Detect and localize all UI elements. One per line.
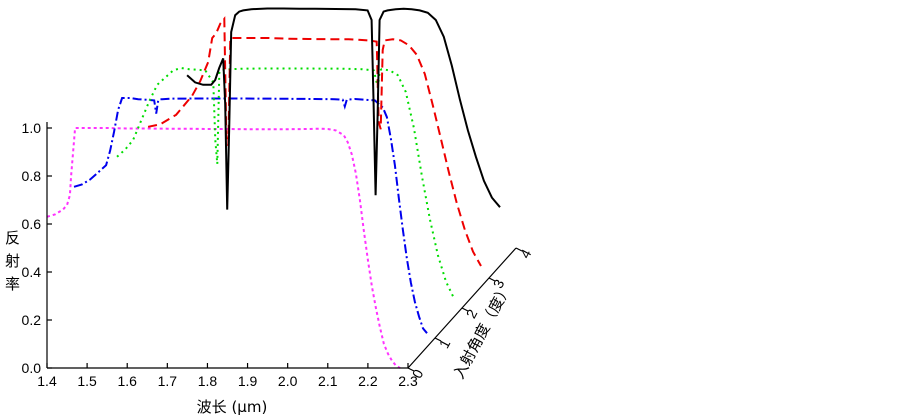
axes-layer: 1.4 1.5 1.6 1.7 1.8 1.9 2.0 2.1 2.2 2.3 0.0 0.2 0.4 0… [22, 120, 535, 389]
y-tick-label: 0.8 [22, 168, 42, 184]
y-tick-label: 0.4 [22, 264, 42, 280]
x-tick-label: 1.5 [77, 373, 97, 389]
x-tick-label: 2.1 [318, 373, 338, 389]
x-tick-label: 2.2 [358, 373, 378, 389]
x-tick-label: 1.6 [117, 373, 137, 389]
y-tick-label: 0.2 [22, 312, 42, 328]
series-line-angle-1 [73, 97, 428, 334]
z-tick-mark [515, 247, 523, 252]
series-line-angle-0 [46, 127, 401, 369]
y-tick-label: 1.0 [22, 120, 42, 136]
x-tick-label: 2.3 [398, 373, 418, 389]
z-tick-mark [461, 307, 469, 312]
z-tick-mark [488, 277, 496, 282]
y-tick-label: 0.6 [22, 216, 42, 232]
x-tick-label: 1.4 [37, 373, 57, 389]
x-axis-title: 波长 (μm) [197, 398, 268, 416]
z-tick-mark [407, 367, 415, 372]
y-axis-title: 反射率 [3, 230, 21, 299]
z-tick-label: 1 [436, 336, 454, 351]
z-tick-label: 4 [517, 246, 535, 261]
series-line-angle-3 [147, 16, 482, 267]
z-tick-mark [434, 337, 442, 342]
x-tick-label: 1.9 [238, 373, 258, 389]
series-layer [46, 7, 501, 369]
z-axis-title: 入射角度（度） [450, 281, 515, 382]
x-tick-label: 2.0 [278, 373, 298, 389]
series-line-angle-2 [116, 66, 455, 299]
series-line-angle-4 [186, 7, 501, 210]
y-tick-label: 0.0 [22, 360, 42, 376]
x-tick-label: 1.8 [198, 373, 218, 389]
x-tick-label: 1.7 [158, 373, 178, 389]
